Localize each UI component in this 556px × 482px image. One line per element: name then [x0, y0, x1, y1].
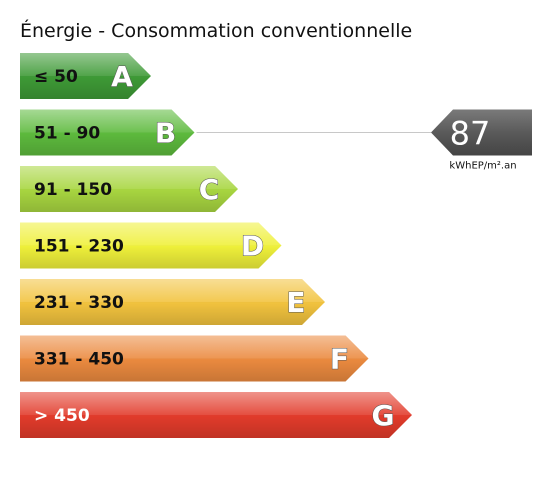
page-title: Énergie - Consommation conventionnelle	[20, 20, 413, 42]
rating-bar-c: 91 - 150 C	[20, 166, 238, 212]
rating-bar-b: 51 - 90 B	[20, 109, 195, 156]
rating-bar-g: > 450 G	[20, 392, 412, 438]
rating-bar-a: ≤ 50 A	[20, 53, 151, 99]
rating-unit: kWhEP/m².an	[449, 161, 516, 172]
rating-bar-gloss	[20, 335, 369, 382]
rating-marker: 87 kWhEP/m².an	[196, 109, 532, 172]
rating-bar-gloss	[20, 392, 412, 438]
rating-letter: D	[241, 230, 264, 263]
rating-bar-gloss	[20, 53, 151, 99]
rating-letter: G	[372, 399, 395, 432]
rating-letter: E	[286, 286, 305, 319]
rating-value: 87	[450, 115, 491, 153]
rating-letter: A	[111, 60, 133, 93]
rating-bar-gloss	[20, 279, 325, 325]
rating-letter: C	[199, 173, 220, 206]
rating-bar-e: 231 - 330 E	[20, 279, 325, 325]
rating-bar-f: 331 - 450 F	[20, 335, 369, 382]
rating-range-label: 231 - 330	[34, 293, 124, 313]
rating-bar-gloss	[20, 166, 238, 212]
rating-bar-gloss	[20, 222, 282, 269]
rating-bar-d: 151 - 230 D	[20, 222, 282, 269]
rating-letter: F	[330, 343, 349, 376]
rating-letter: B	[155, 117, 176, 150]
rating-range-label: 51 - 90	[34, 124, 100, 144]
rating-range-label: 151 - 230	[34, 237, 124, 257]
rating-value-marker	[431, 109, 532, 156]
rating-range-label: > 450	[34, 406, 90, 426]
rating-range-label: 91 - 150	[34, 180, 112, 200]
rating-range-label: 331 - 450	[34, 350, 124, 370]
rating-bars: ≤ 50 A 51 - 90 B 91 - 150 C 151 - 230 D 231 - 33…	[20, 53, 412, 438]
rating-range-label: ≤ 50	[34, 67, 78, 87]
rating-bar-gloss	[20, 109, 195, 156]
